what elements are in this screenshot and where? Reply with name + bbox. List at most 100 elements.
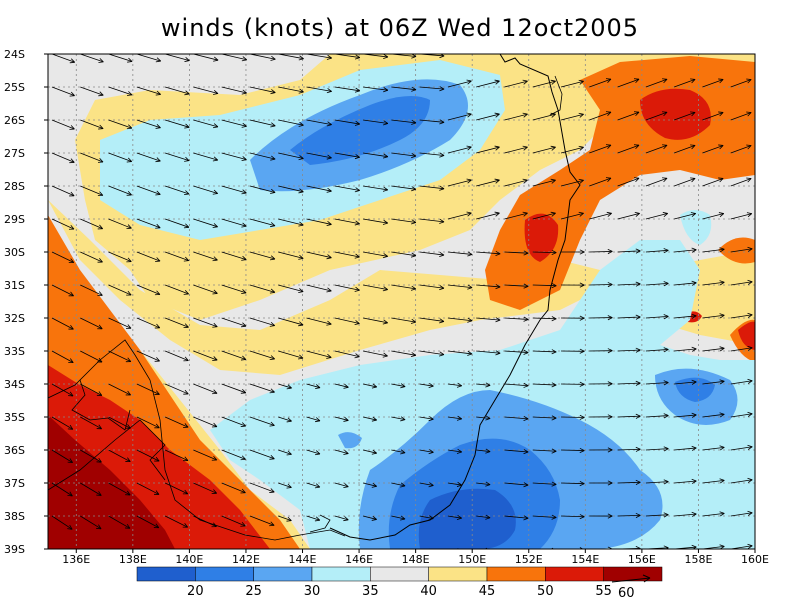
wind-arrowhead bbox=[68, 391, 74, 397]
wind-arrow bbox=[589, 111, 612, 121]
colorbar-swatch bbox=[136, 566, 196, 582]
wind-arrowhead bbox=[211, 422, 218, 428]
wind-arrow bbox=[221, 251, 247, 260]
colorbar-label: 45 bbox=[479, 584, 496, 599]
wind-arrowhead bbox=[411, 86, 417, 92]
wind-arrowhead bbox=[286, 483, 292, 489]
wind-arrowhead bbox=[184, 57, 190, 62]
wind-arrowhead bbox=[494, 211, 500, 217]
wind-arrowhead bbox=[97, 357, 103, 363]
wind-arrowhead bbox=[690, 78, 696, 84]
wind-arrowhead bbox=[241, 222, 247, 228]
colorbar-swatch bbox=[486, 566, 546, 582]
wind-arrow bbox=[391, 119, 417, 124]
wind-arrow bbox=[532, 54, 535, 55]
wind-arrowhead bbox=[125, 490, 131, 496]
wind-arrowhead bbox=[747, 543, 753, 549]
wind-arrow bbox=[702, 314, 725, 319]
lon-label: 138E bbox=[119, 553, 147, 566]
wind-arrow bbox=[164, 284, 189, 295]
wind-arrow bbox=[108, 251, 132, 262]
wind-arrowhead bbox=[400, 383, 406, 389]
wind-arrow bbox=[249, 218, 276, 227]
wind-arrow bbox=[447, 113, 472, 121]
wind-arrow bbox=[306, 284, 332, 292]
wind-arrowhead bbox=[183, 223, 190, 229]
band-45-50-east-1 bbox=[718, 237, 755, 264]
wind-arrowhead bbox=[286, 516, 292, 522]
wind-arrow bbox=[306, 350, 332, 358]
wind-arrow bbox=[504, 416, 529, 420]
wind-arrowhead bbox=[212, 289, 218, 295]
wind-arrow bbox=[334, 383, 349, 388]
wind-arrowhead bbox=[634, 144, 640, 150]
wind-arrow bbox=[80, 185, 104, 196]
wind-arrow bbox=[80, 284, 103, 296]
wind-arrow bbox=[363, 284, 388, 290]
lat-label: 28S bbox=[4, 180, 25, 193]
wind-arrowhead bbox=[211, 489, 217, 494]
wind-arrow bbox=[645, 78, 668, 88]
wind-arrowhead bbox=[522, 79, 528, 85]
wind-arrowhead bbox=[326, 88, 332, 94]
wind-arrowhead bbox=[578, 145, 584, 151]
wind-arrow bbox=[645, 448, 669, 451]
wind-arrowhead bbox=[606, 46, 611, 50]
wind-arrow bbox=[278, 416, 292, 422]
wind-arrow bbox=[702, 54, 704, 55]
wind-arrow bbox=[136, 515, 160, 529]
wind-arrowhead bbox=[382, 319, 388, 325]
wind-arrow bbox=[617, 415, 641, 418]
wind-arrowhead bbox=[439, 252, 445, 258]
wind-arrowhead bbox=[298, 188, 304, 194]
wind-arrowhead bbox=[691, 412, 697, 418]
lon-label: 144E bbox=[289, 553, 317, 566]
wind-arrow bbox=[108, 416, 131, 429]
wind-arrow bbox=[193, 515, 217, 527]
wind-arrowhead bbox=[326, 353, 332, 359]
wind-arrowhead bbox=[269, 388, 275, 394]
wind-arrowhead bbox=[96, 391, 103, 396]
wind-arrowhead bbox=[298, 88, 304, 94]
wind-arrowhead bbox=[326, 187, 332, 193]
wind-arrowhead bbox=[125, 424, 131, 429]
wind-arrowhead bbox=[269, 355, 275, 361]
wind-arrowhead bbox=[747, 378, 753, 384]
wind-arrowhead bbox=[467, 284, 473, 290]
wind-arrow bbox=[504, 449, 529, 453]
wind-arrowhead bbox=[635, 413, 641, 419]
wind-arrowhead bbox=[579, 348, 585, 354]
wind-arrowhead bbox=[286, 384, 292, 390]
wind-arrowhead bbox=[719, 478, 725, 484]
wind-arrow bbox=[561, 515, 585, 518]
wind-arrowhead bbox=[691, 445, 697, 451]
wind-arrow bbox=[164, 350, 189, 361]
wind-arrow bbox=[362, 383, 377, 388]
wind-arrow bbox=[249, 449, 275, 460]
wind-arrow bbox=[108, 482, 131, 496]
wind-arrow bbox=[51, 416, 74, 430]
wind-arrowhead bbox=[155, 257, 161, 262]
wind-arrowhead bbox=[270, 222, 276, 228]
wind-arrowhead bbox=[183, 356, 189, 362]
wind-arrow bbox=[249, 350, 275, 360]
wind-arrow bbox=[532, 317, 557, 320]
wind-arrowhead bbox=[579, 447, 585, 454]
wind-arrowhead bbox=[326, 287, 332, 293]
wind-arrow bbox=[334, 119, 360, 125]
wind-arrowhead bbox=[212, 223, 218, 228]
wind-arrow bbox=[504, 350, 529, 353]
wind-arrowhead bbox=[241, 89, 247, 95]
wind-arrowhead bbox=[494, 79, 500, 85]
wind-arrow bbox=[221, 350, 247, 360]
wind-arrow bbox=[51, 218, 75, 230]
wind-arrow bbox=[165, 119, 190, 128]
wind-arrow bbox=[702, 112, 724, 121]
wind-arrow bbox=[504, 482, 529, 486]
wind-arrow bbox=[51, 317, 74, 330]
wind-arrow bbox=[447, 146, 472, 154]
wind-arrow bbox=[165, 54, 190, 62]
wind-arrowhead bbox=[126, 224, 132, 229]
wind-arrow bbox=[108, 515, 131, 529]
lat-label: 37S bbox=[4, 477, 25, 490]
